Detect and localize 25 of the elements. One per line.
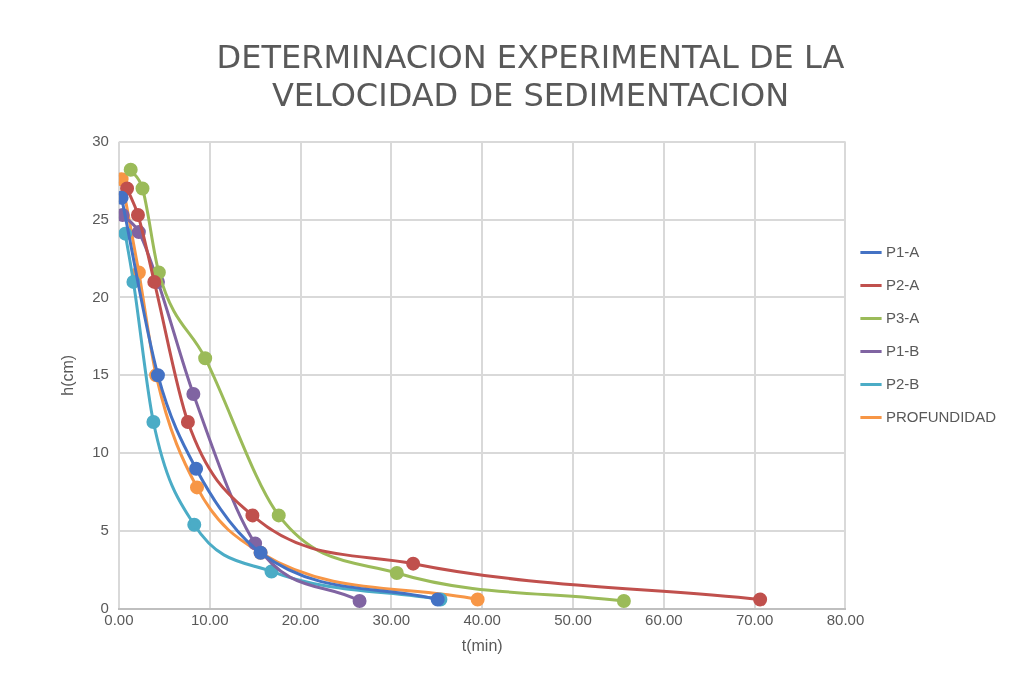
- y-tick-label: 0: [100, 598, 109, 616]
- x-tick-label: 10.00: [190, 610, 229, 628]
- legend-label: P2-A: [886, 275, 920, 293]
- x-tick-label: 70.00: [735, 610, 774, 628]
- legend-label: P1-B: [886, 341, 920, 359]
- y-axis-title: h(cm): [59, 354, 77, 396]
- x-tick-label: 60.00: [645, 610, 683, 628]
- x-tick-label: 50.00: [554, 610, 592, 628]
- text: DETERMINACION EXPERIMENTAL DE LA: [216, 37, 845, 76]
- legend-label: P1-A: [886, 242, 920, 260]
- y-tick-label: 15: [92, 365, 109, 383]
- legend-label: P2-B: [886, 374, 920, 392]
- y-tick-label: 10: [92, 443, 109, 461]
- x-tick-label: 40.00: [463, 610, 501, 628]
- y-tick-label: 20: [92, 287, 109, 305]
- text: VELOCIDAD DE SEDIMENTACION: [271, 75, 790, 114]
- legend-label: P3-A: [886, 308, 920, 326]
- x-tick-label: 30.00: [372, 610, 411, 628]
- y-tick-label: 5: [100, 521, 109, 539]
- x-tick-label: 80.00: [826, 610, 865, 628]
- y-tick-label: 25: [92, 209, 109, 227]
- x-axis-title: t(min): [461, 636, 503, 654]
- legend-label: PROFUNDIDAD: [886, 407, 997, 425]
- y-tick-label: 30: [92, 131, 109, 149]
- x-tick-label: 20.00: [281, 610, 320, 628]
